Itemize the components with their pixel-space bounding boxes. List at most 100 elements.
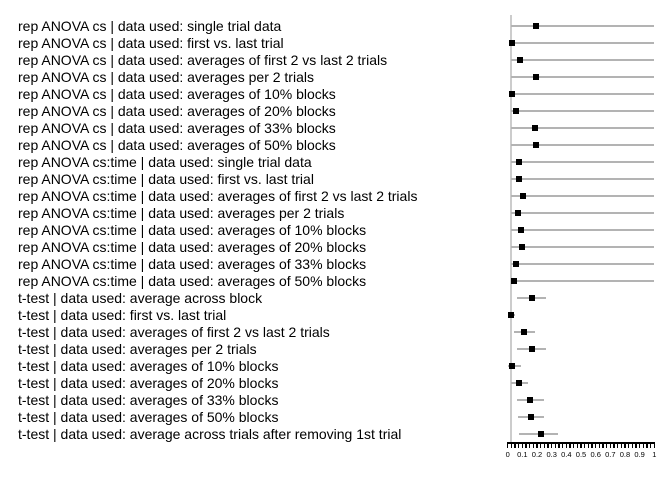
row-label: rep ANOVA cs:time | data used: averages … <box>18 187 418 204</box>
row-label: rep ANOVA cs | data used: averages of 20… <box>18 102 336 119</box>
x-axis-minor-tick <box>573 443 575 449</box>
x-axis-minor-tick <box>529 443 531 449</box>
x-tick-label: 0.9 <box>634 449 645 459</box>
point-estimate-marker <box>516 380 523 386</box>
ci-whisker <box>510 263 655 265</box>
x-axis-minor-tick <box>642 443 644 449</box>
point-estimate-marker <box>509 40 516 46</box>
row-label: rep ANOVA cs:time | data used: first vs.… <box>18 170 314 187</box>
x-axis-minor-tick <box>587 443 589 449</box>
row-label: t-test | data used: averages of first 2 … <box>18 323 330 340</box>
point-estimate-marker <box>508 312 515 318</box>
ci-whisker <box>510 246 655 248</box>
point-estimate-marker <box>526 397 533 403</box>
x-axis-minor-tick <box>606 443 608 449</box>
x-axis-minor-tick <box>518 443 520 449</box>
x-tick-label: 0.7 <box>605 449 616 459</box>
x-axis-minor-tick <box>554 443 556 449</box>
point-estimate-marker <box>518 244 525 250</box>
x-axis-minor-tick <box>562 443 564 449</box>
row-label: rep ANOVA cs | data used: averages of fi… <box>18 51 388 68</box>
x-axis-minor-tick <box>620 443 622 449</box>
row-label: t-test | data used: average across block <box>18 289 263 306</box>
point-estimate-marker <box>532 142 539 148</box>
point-estimate-marker <box>509 91 516 97</box>
x-axis-minor-tick <box>646 443 648 449</box>
x-axis-minor-tick <box>650 443 652 449</box>
ci-whisker <box>510 76 655 78</box>
point-estimate-marker <box>532 23 539 29</box>
x-axis-minor-tick <box>580 443 582 449</box>
point-estimate-marker <box>512 261 519 267</box>
y-axis-line <box>510 15 512 444</box>
ci-whisker <box>510 42 655 44</box>
row-label: t-test | data used: averages of 20% bloc… <box>18 374 279 391</box>
ci-whisker <box>510 229 655 231</box>
x-axis-minor-tick <box>558 443 560 449</box>
row-label: rep ANOVA cs | data used: averages of 10… <box>18 85 336 102</box>
row-label: rep ANOVA cs:time | data used: averages … <box>18 255 367 272</box>
x-axis-minor-tick <box>510 443 512 449</box>
ci-whisker <box>510 25 655 27</box>
point-estimate-marker <box>514 210 521 216</box>
row-label: rep ANOVA cs | data used: averages of 33… <box>18 119 336 136</box>
row-label: rep ANOVA cs | data used: averages of 50… <box>18 136 336 153</box>
row-label: rep ANOVA cs | data used: averages per 2… <box>18 68 314 85</box>
x-tick-label: 0.5 <box>575 449 587 459</box>
point-estimate-marker <box>515 159 522 165</box>
x-tick-label: 0.4 <box>561 449 572 459</box>
x-axis-minor-tick <box>602 443 604 449</box>
row-label: rep ANOVA cs:time | data used: averages … <box>18 238 367 255</box>
x-axis-minor-tick <box>536 443 538 449</box>
row-label: t-test | data used: averages per 2 trial… <box>18 340 257 357</box>
x-axis-minor-tick <box>639 443 641 449</box>
x-axis-minor-tick <box>525 443 527 449</box>
x-axis-minor-tick <box>635 443 637 449</box>
ci-whisker <box>510 212 655 214</box>
point-estimate-marker <box>528 295 535 301</box>
x-axis-minor-tick <box>591 443 593 449</box>
row-label: rep ANOVA cs:time | data used: averages … <box>18 272 367 289</box>
x-axis-minor-tick <box>598 443 600 449</box>
point-estimate-marker <box>520 193 527 199</box>
point-estimate-marker <box>520 329 527 335</box>
row-label: t-test | data used: averages of 50% bloc… <box>18 408 279 425</box>
point-estimate-marker <box>528 414 535 420</box>
point-estimate-marker <box>537 431 544 437</box>
x-tick-label: 0.3 <box>546 449 557 459</box>
ci-whisker <box>510 59 655 61</box>
x-axis-minor-tick <box>551 443 553 449</box>
x-tick-label: 1 <box>652 449 657 459</box>
point-estimate-marker <box>532 74 539 80</box>
x-axis-minor-tick <box>565 443 567 449</box>
x-axis-minor-tick <box>584 443 586 449</box>
x-axis-minor-tick <box>543 443 545 449</box>
x-axis-minor-tick <box>532 443 534 449</box>
x-axis-minor-tick <box>613 443 615 449</box>
ci-whisker <box>510 195 655 197</box>
ci-whisker <box>510 144 655 146</box>
ci-whisker <box>510 110 655 112</box>
x-tick-label: 0.2 <box>531 449 543 459</box>
x-axis-minor-tick <box>595 443 597 449</box>
row-label: rep ANOVA cs | data used: first vs. last… <box>18 34 284 51</box>
ci-whisker <box>510 280 655 282</box>
point-estimate-marker <box>516 176 523 182</box>
ci-whisker <box>510 93 655 95</box>
x-tick-label: 0 <box>505 449 510 459</box>
x-tick-label: 0.6 <box>590 449 601 459</box>
row-label: rep ANOVA cs:time | data used: single tr… <box>18 153 312 170</box>
row-label: t-test | data used: average across trial… <box>18 425 402 442</box>
point-estimate-marker <box>517 227 524 233</box>
point-estimate-marker <box>513 108 520 114</box>
x-axis-minor-tick <box>631 443 633 449</box>
x-axis-minor-tick <box>576 443 578 449</box>
x-axis-minor-tick <box>653 443 655 449</box>
point-estimate-marker <box>528 346 535 352</box>
row-label: t-test | data used: averages of 10% bloc… <box>18 357 279 374</box>
x-axis-minor-tick <box>628 443 630 449</box>
ci-whisker <box>510 127 655 129</box>
row-label: rep ANOVA cs:time | data used: averages … <box>18 204 345 221</box>
x-axis-minor-tick <box>569 443 571 449</box>
